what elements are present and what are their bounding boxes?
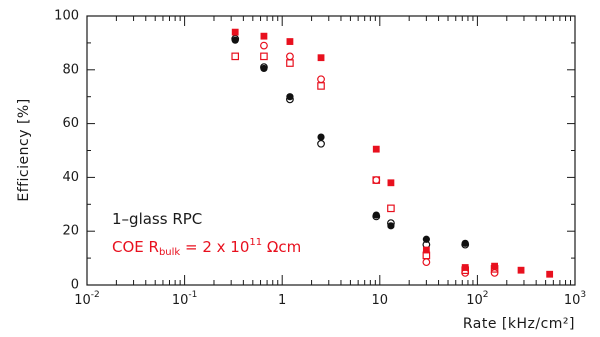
plot-frame [86,15,576,286]
x-axis-title: Rate [kHz/cm²] [463,316,575,332]
data-point [286,52,294,61]
data-point [490,268,499,277]
data-point [286,95,294,104]
data-point [490,265,499,273]
data-point [317,133,325,141]
data-point [260,63,268,72]
y-tick-label: 40 [62,170,79,185]
data-point [372,212,381,221]
ticks [86,15,576,286]
y-tick-label: 20 [62,224,79,239]
data-point [260,52,268,61]
tick-labels: 0 20 40 60 80 100 10-2 10-1 1 10 102 103 [54,9,586,309]
data-point [461,268,470,277]
data-point [387,222,395,230]
data-point [231,52,240,61]
x-tick-label: 10-2 [74,290,100,308]
data-point [517,266,525,274]
data-point [286,38,294,45]
data-point [317,82,325,90]
x-tick-label: 10 [372,293,389,308]
data-point [422,246,430,254]
data-point [372,176,381,184]
y-tick-label: 60 [62,116,79,131]
series-5 [260,41,499,277]
data-point [231,28,239,36]
y-tick-label: 100 [54,9,79,24]
data-point [461,240,470,249]
data-point [260,41,268,50]
data-point [260,32,268,40]
x-tick-label: 10-1 [172,290,198,308]
data-point [286,59,294,67]
data-point [461,266,470,275]
y-axis-title: Efficiency [%] [16,98,32,201]
y-tick-label: 80 [62,62,79,77]
data-point [286,93,294,101]
data-point [422,235,430,243]
x-tick-label: 1 [278,293,286,308]
annotation-rpc-type: 1–glass RPC [112,210,202,228]
data-point [387,219,395,228]
data-point [387,204,395,213]
y-tick-label: 0 [71,278,79,293]
annotation-coe-resistivity: COE Rbulk = 2 x 1011 Ωcm [112,237,301,258]
data-point [422,258,431,267]
axes [86,15,576,286]
data-point [387,179,395,187]
data-point [317,54,325,62]
data-point [317,139,325,148]
data-point [231,34,240,43]
x-tick-label: 102 [466,290,488,308]
series-2 [231,34,470,249]
data-point [372,145,380,153]
x-tick-label: 103 [564,290,586,308]
data-points [231,28,554,278]
data-point [546,270,554,278]
data-point [317,75,325,84]
